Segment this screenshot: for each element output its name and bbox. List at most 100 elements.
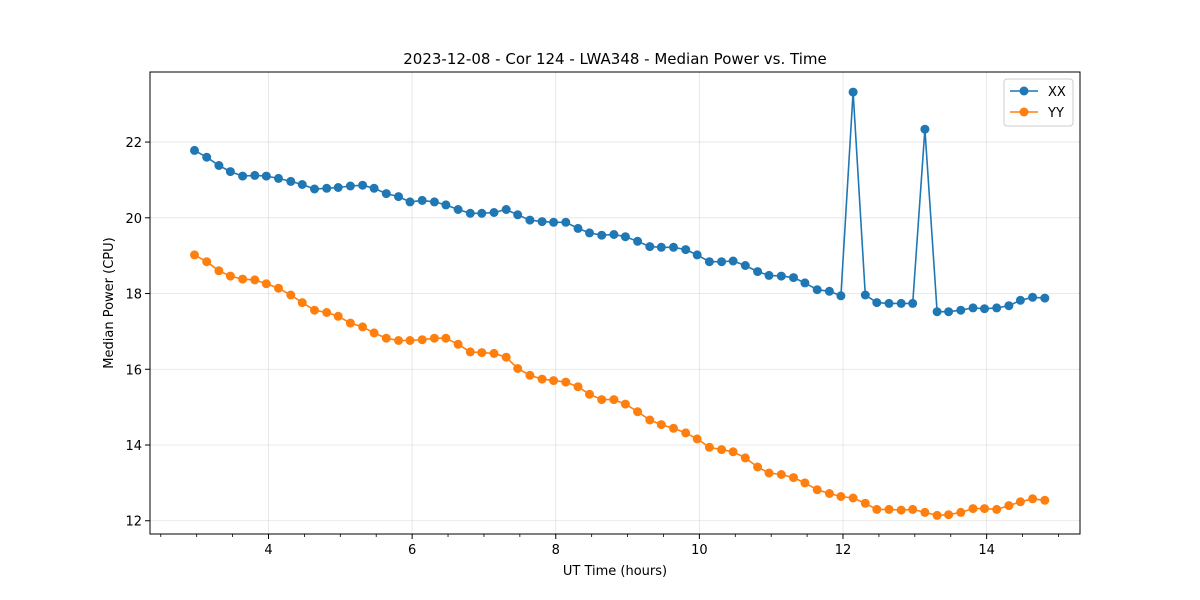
data-point <box>358 322 368 332</box>
data-point <box>322 308 332 317</box>
data-point <box>753 267 763 277</box>
data-point <box>932 307 942 317</box>
y-tick-label: 18 <box>125 288 142 303</box>
data-point <box>525 215 535 225</box>
x-tick-label: 6 <box>408 543 416 558</box>
data-point <box>728 447 738 457</box>
data-point <box>513 364 523 373</box>
data-point <box>405 197 415 207</box>
data-point <box>1040 495 1050 505</box>
data-point <box>573 223 583 233</box>
data-point <box>968 504 978 514</box>
data-point <box>1028 292 1038 302</box>
y-tick-label: 14 <box>125 439 142 454</box>
data-point <box>800 478 810 488</box>
data-point <box>944 307 954 317</box>
data-point <box>394 192 403 202</box>
data-point <box>477 208 487 218</box>
data-point <box>992 303 1002 313</box>
data-point <box>609 395 619 405</box>
x-tick-label: 12 <box>835 543 852 558</box>
series-yy <box>190 250 1050 520</box>
plot-area-frame <box>149 71 1081 535</box>
legend-marker <box>1019 107 1029 117</box>
data-point <box>310 184 319 194</box>
data-point <box>190 145 199 155</box>
data-point <box>692 434 702 444</box>
data-point <box>297 180 307 189</box>
data-point <box>561 217 571 227</box>
data-point <box>441 333 451 343</box>
data-point <box>501 205 511 214</box>
data-point <box>1028 494 1038 504</box>
data-point <box>824 489 834 498</box>
data-point <box>489 348 499 358</box>
data-point <box>525 370 535 380</box>
data-point <box>429 333 439 343</box>
y-tick-label: 12 <box>125 515 142 530</box>
data-point <box>908 504 918 514</box>
data-point <box>836 492 846 501</box>
data-point <box>776 271 786 281</box>
x-tick-label: 8 <box>552 543 560 558</box>
data-point <box>848 493 858 503</box>
data-point <box>214 161 224 170</box>
data-point <box>681 245 691 255</box>
x-axis-label: UT Time (hours) <box>563 564 667 579</box>
data-point <box>704 442 714 452</box>
data-point <box>669 242 678 252</box>
legend-label: XX <box>1048 85 1066 100</box>
legend-label: YY <box>1047 106 1064 121</box>
data-point <box>394 336 403 345</box>
data-point <box>764 468 774 478</box>
data-point <box>513 210 523 220</box>
data-point <box>681 428 691 438</box>
data-point <box>597 395 607 405</box>
data-point <box>812 485 822 495</box>
data-point <box>238 171 248 181</box>
data-point <box>429 197 439 207</box>
data-point <box>465 347 475 357</box>
legend: XX YY <box>1003 78 1074 127</box>
data-point <box>992 504 1002 514</box>
series-layer <box>190 87 1050 520</box>
chart-title: 2023-12-08 - Cor 124 - LWA348 - Median P… <box>403 50 827 68</box>
data-point <box>620 232 630 242</box>
data-point <box>717 257 727 267</box>
y-axis-label: Median Power (CPU) <box>102 237 117 368</box>
data-point <box>633 407 643 417</box>
legend-marker <box>1019 86 1029 96</box>
data-point <box>944 510 954 520</box>
data-point <box>333 311 343 321</box>
data-point <box>776 470 786 479</box>
data-point <box>1040 293 1050 303</box>
x-tick-label: 4 <box>264 543 272 558</box>
data-point <box>537 217 547 227</box>
data-point <box>848 87 858 97</box>
data-point <box>417 195 427 205</box>
y-axis: 12 14 16 18 20 22 <box>125 136 150 530</box>
grid <box>150 72 1080 534</box>
data-point <box>489 208 499 217</box>
data-point <box>968 303 978 313</box>
data-point <box>274 173 283 183</box>
data-point <box>225 271 235 281</box>
legend-item-xx: XX <box>1010 85 1066 100</box>
data-point <box>728 256 738 266</box>
data-point <box>453 205 463 214</box>
data-point <box>956 507 966 517</box>
data-point <box>704 257 714 267</box>
data-point <box>908 298 918 308</box>
data-point <box>645 415 655 425</box>
data-point <box>1004 301 1014 311</box>
data-point <box>274 283 283 293</box>
data-point <box>872 298 882 308</box>
data-point <box>537 374 547 384</box>
data-point <box>417 335 427 345</box>
data-point <box>764 270 774 280</box>
data-point <box>692 250 702 260</box>
data-point <box>789 473 798 483</box>
data-point <box>573 382 583 392</box>
data-point <box>250 275 260 285</box>
